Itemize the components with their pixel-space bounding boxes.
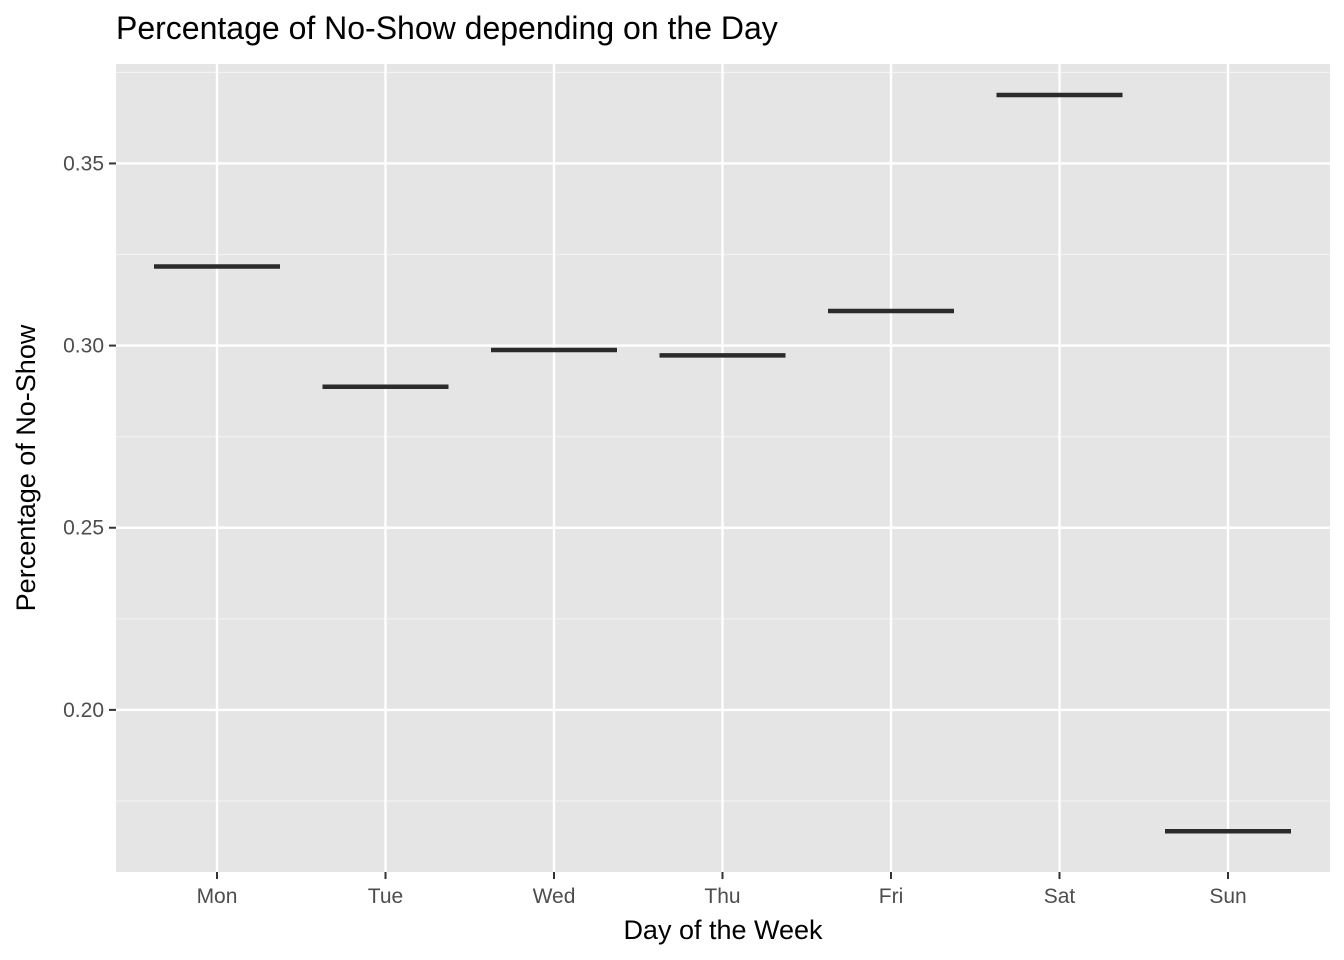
y-tick-label: 0.20 (63, 699, 104, 722)
x-tick-label: Mon (197, 885, 238, 908)
x-tick-label: Tue (368, 885, 403, 908)
chart-marks (154, 92, 1291, 834)
x-tick-label: Sat (1044, 885, 1076, 908)
y-tick-label: 0.25 (63, 517, 104, 540)
x-tick-label: Thu (704, 885, 740, 908)
y-tick-label: 0.30 (63, 335, 104, 358)
y-axis: 0.20 0.25 0.30 0.35 (63, 152, 116, 722)
x-tick-label: Wed (533, 885, 576, 908)
chart-title: Percentage of No-Show depending on the D… (116, 10, 778, 46)
grid-major (116, 64, 1330, 872)
y-axis-title: Percentage of No-Show (11, 324, 41, 611)
x-tick-label: Sun (1209, 885, 1246, 908)
x-tick-label: Fri (879, 885, 904, 908)
x-axis-title: Day of the Week (623, 915, 823, 945)
y-tick-label: 0.35 (63, 152, 104, 175)
x-axis: Mon Tue Wed Thu Fri Sat Sun (197, 872, 1247, 908)
